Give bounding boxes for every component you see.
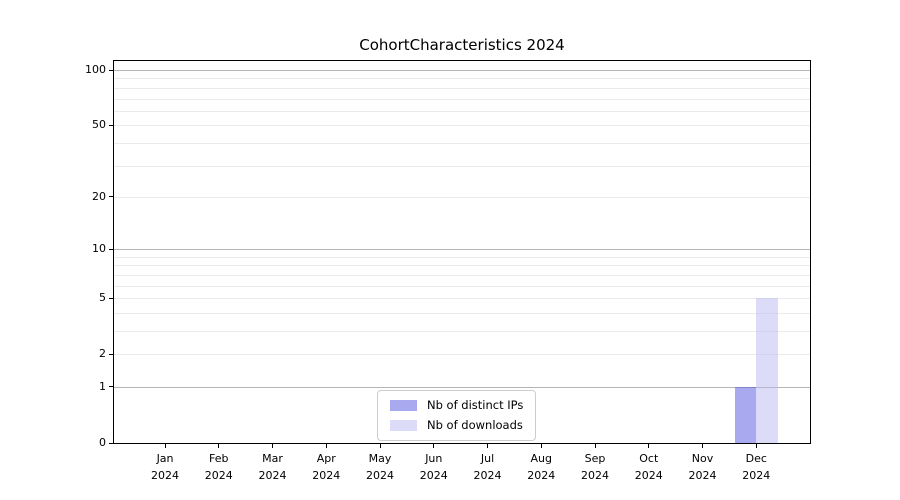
gridline-minor (114, 165, 810, 167)
gridline-minor (114, 78, 810, 80)
month-label: Aug (530, 452, 552, 465)
x-tick-mark (433, 444, 435, 448)
gridline-minor (114, 196, 810, 198)
y-axis-tick-label: 20 (92, 189, 106, 203)
x-axis-tick-label: Nov 2024 (673, 450, 733, 484)
x-tick-mark (487, 444, 489, 448)
chart-title: CohortCharacteristics 2024 (359, 36, 565, 54)
gridline-minor (114, 274, 810, 276)
gridline-minor (114, 265, 810, 267)
gridline-minor (114, 142, 810, 144)
gridline-minor (114, 98, 810, 100)
month-label: Mar (262, 452, 283, 465)
gridline-minor (114, 354, 810, 356)
year-label: 2024 (204, 469, 233, 482)
x-axis-tick-label: Jun 2024 (404, 450, 464, 484)
bar-distinct-ips (734, 386, 757, 443)
x-axis-tick-label: Oct 2024 (619, 450, 679, 484)
y-axis-tick-label: 1 (99, 379, 106, 393)
y-tick-mark (109, 248, 113, 250)
y-tick-mark (109, 442, 113, 444)
year-label: 2024 (312, 469, 341, 482)
x-tick-mark (540, 444, 542, 448)
y-tick-mark (109, 297, 113, 299)
gridline-minor (114, 285, 810, 287)
month-label: Oct (639, 452, 659, 465)
month-label: Jan (156, 452, 174, 465)
x-axis-tick-label: Feb 2024 (189, 450, 249, 484)
x-tick-mark (164, 444, 166, 448)
legend-label: Nb of distinct IPs (427, 398, 524, 412)
month-label: Apr (316, 452, 336, 465)
month-label: May (368, 452, 392, 465)
x-axis-tick-label: Sep 2024 (565, 450, 625, 484)
x-axis-tick-label: Jan 2024 (135, 450, 195, 484)
gridline-minor (114, 110, 810, 112)
gridline-minor (114, 330, 810, 332)
y-axis-tick-label: 100 (85, 63, 106, 77)
x-tick-mark (594, 444, 596, 448)
legend-color-swatch (390, 400, 417, 411)
gridline-minor (114, 87, 810, 89)
y-tick-mark (109, 196, 113, 198)
gridline-major (114, 386, 810, 388)
x-axis-tick-label: Jul 2024 (458, 450, 518, 484)
month-label: Nov (691, 452, 714, 465)
month-label: Dec (745, 452, 767, 465)
gridline-major (114, 70, 810, 72)
gridline-minor (114, 125, 810, 127)
plot-area: Nb of distinct IPs Nb of downloads (113, 60, 811, 444)
x-tick-mark (755, 444, 757, 448)
x-tick-mark (379, 444, 381, 448)
bar-downloads (756, 298, 778, 443)
y-tick-mark (109, 386, 113, 388)
x-tick-mark (218, 444, 220, 448)
gridline-minor (114, 298, 810, 300)
year-label: 2024 (366, 469, 395, 482)
x-tick-mark (648, 444, 650, 448)
year-label: 2024 (742, 469, 771, 482)
year-label: 2024 (688, 469, 717, 482)
x-tick-mark (702, 444, 703, 448)
x-axis-tick-label: Apr 2024 (296, 450, 356, 484)
year-label: 2024 (419, 469, 448, 482)
month-label: Feb (209, 452, 229, 465)
y-axis-tick-label: 50 (92, 118, 106, 132)
year-label: 2024 (473, 469, 502, 482)
gridline-major (114, 249, 810, 251)
legend: Nb of distinct IPs Nb of downloads (377, 390, 537, 441)
legend-label: Nb of downloads (427, 418, 523, 432)
y-axis-tick-label: 5 (99, 291, 106, 305)
x-axis-tick-label: May 2024 (350, 450, 410, 484)
y-tick-mark (109, 353, 113, 355)
y-axis-tick-label: 2 (99, 347, 106, 361)
year-label: 2024 (151, 469, 180, 482)
month-label: Jul (480, 452, 495, 465)
year-label: 2024 (581, 469, 610, 482)
legend-color-swatch (390, 420, 417, 431)
y-tick-mark (109, 69, 113, 71)
legend-item: Nb of downloads (390, 419, 523, 432)
gridline-minor (114, 256, 810, 258)
year-label: 2024 (527, 469, 556, 482)
y-axis-tick-label: 0 (99, 436, 106, 449)
month-label: Jun (425, 452, 443, 465)
x-axis-tick-label: Mar 2024 (243, 450, 303, 484)
month-label: Sep (584, 452, 606, 465)
legend-item: Nb of distinct IPs (390, 399, 523, 412)
year-label: 2024 (634, 469, 663, 482)
x-axis-tick-label: Aug 2024 (511, 450, 571, 484)
x-axis-tick-label: Dec 2024 (726, 450, 786, 484)
y-tick-mark (109, 124, 113, 126)
gridline-minor (114, 312, 810, 314)
y-axis-tick-label: 10 (92, 242, 106, 256)
x-tick-mark (325, 444, 327, 448)
x-tick-mark (272, 444, 274, 448)
year-label: 2024 (258, 469, 287, 482)
